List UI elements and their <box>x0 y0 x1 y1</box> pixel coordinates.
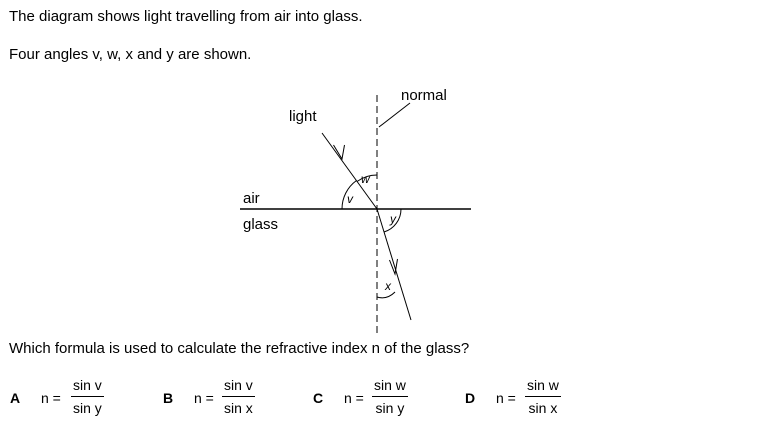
option-denominator: sin x <box>528 400 558 416</box>
normal-label-pointer <box>378 102 411 128</box>
light-label: light <box>289 108 317 125</box>
air-label: air <box>243 190 260 207</box>
option-fraction: sin w sin y <box>372 375 408 416</box>
option-numerator: sin w <box>372 375 408 397</box>
intro-line-1: The diagram shows light travelling from … <box>9 8 363 25</box>
option-lhs: n = <box>41 390 61 406</box>
option-fraction: sin w sin x <box>525 375 561 416</box>
angle-w-label: w <box>361 172 371 186</box>
option-letter: C <box>313 390 324 406</box>
angle-w-arc <box>356 174 378 182</box>
option-letter: B <box>163 390 174 406</box>
intro-line-2: Four angles v, w, x and y are shown. <box>9 46 252 63</box>
option-lhs: n = <box>344 390 364 406</box>
angle-x-arc <box>376 291 396 299</box>
angle-v-label: v <box>347 192 354 206</box>
option-letter: A <box>10 390 21 406</box>
incident-arrowhead <box>333 144 345 161</box>
angle-y-label: y <box>389 212 397 226</box>
refracted-arrowhead <box>389 258 398 276</box>
option-lhs: n = <box>496 390 516 406</box>
option-fraction: sin v sin x <box>222 375 255 416</box>
normal-label: normal <box>401 87 447 104</box>
option-numerator: sin w <box>525 375 561 397</box>
option-lhs: n = <box>194 390 214 406</box>
option-fraction: sin v sin y <box>71 375 104 416</box>
angle-x-label: x <box>384 279 392 293</box>
option-denominator: sin y <box>375 400 405 416</box>
incident-ray <box>321 132 378 210</box>
refracted-ray <box>376 208 412 321</box>
angle-y-arc <box>383 208 402 233</box>
option-letter: D <box>465 390 476 406</box>
glass-label: glass <box>243 216 278 233</box>
option-denominator: sin x <box>224 400 253 416</box>
option-numerator: sin v <box>71 375 104 397</box>
option-denominator: sin y <box>73 400 102 416</box>
question-text: Which formula is used to calculate the r… <box>9 340 470 357</box>
option-numerator: sin v <box>222 375 255 397</box>
angle-v-arc <box>341 180 357 210</box>
